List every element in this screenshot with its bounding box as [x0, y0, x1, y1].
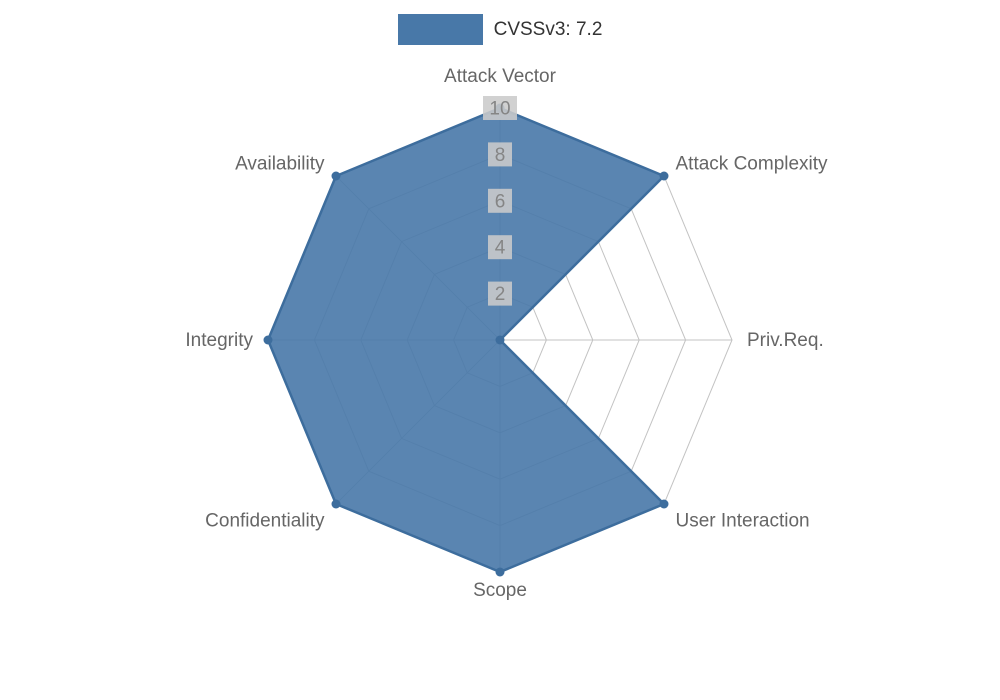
data-point	[659, 171, 669, 181]
data-point	[331, 499, 341, 509]
axis-label-confidentiality: Confidentiality	[205, 511, 325, 532]
axis-label-attack-complexity: Attack Complexity	[676, 154, 829, 175]
axis-label-user-interaction: User Interaction	[676, 511, 810, 532]
tick-backdrop	[488, 188, 512, 213]
axis-label-scope: Scope	[473, 580, 527, 601]
tick-label: 8	[495, 145, 506, 166]
data-point	[331, 171, 341, 181]
tick-label: 2	[495, 284, 506, 305]
tick-backdrop	[488, 235, 512, 260]
data-point	[495, 567, 505, 577]
legend-swatch	[397, 14, 483, 45]
legend-label: CVSSv3: 7.2	[493, 18, 603, 40]
legend-item[interactable]: CVSSv3: 7.2	[0, 14, 1000, 45]
axis-label-availability: Availability	[235, 154, 325, 175]
tick-backdrop	[488, 281, 512, 306]
tick-label: 6	[495, 191, 506, 212]
data-point	[659, 499, 669, 509]
axis-label-attack-vector: Attack Vector	[444, 66, 557, 87]
axis-label-priv-req: Priv.Req.	[747, 330, 824, 351]
data-point	[495, 335, 505, 345]
data-point	[263, 335, 273, 345]
tick-label: 4	[495, 238, 506, 259]
axis-label-integrity: Integrity	[185, 330, 253, 351]
tick-label: 10	[489, 99, 510, 120]
tick-backdrop	[483, 96, 517, 120]
tick-backdrop	[488, 142, 512, 167]
